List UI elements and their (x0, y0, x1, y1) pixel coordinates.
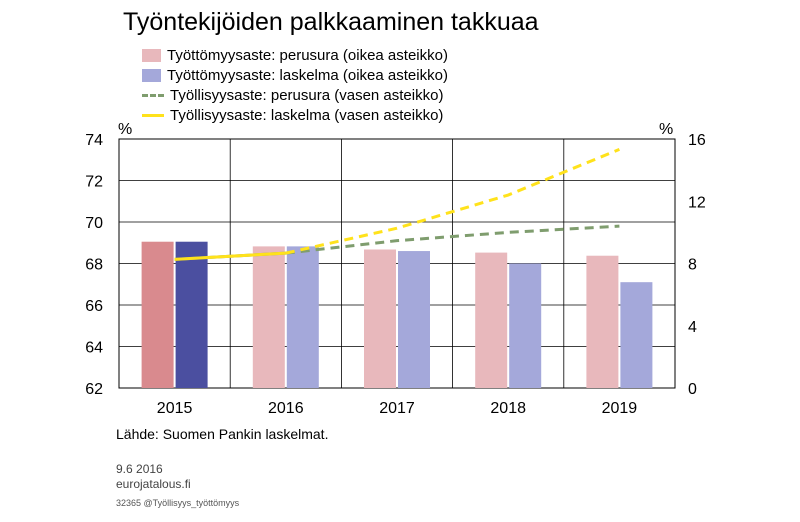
bar-unemployment-baseline (141, 241, 174, 388)
right-axis-tick-label: 12 (688, 194, 706, 211)
left-axis-tick-label: 68 (85, 257, 103, 274)
chart-title: Työntekijöiden palkkaaminen takkuaa (123, 8, 539, 36)
x-axis-tick-label: 2018 (490, 400, 526, 417)
left-axis-tick-label: 64 (85, 340, 103, 357)
right-axis-tick-label: 16 (688, 132, 706, 149)
bar-unemployment-scenario (509, 263, 542, 388)
x-axis-tick-label: 2015 (157, 400, 193, 417)
right-axis-unit: % (659, 121, 673, 138)
legend-item-employment-baseline: Työllisyysaste: perusura (vasen asteikko… (142, 85, 448, 105)
legend-label-unemployment-baseline: Työttömyysaste: perusura (oikea asteikko… (167, 46, 448, 64)
left-axis-tick-label: 72 (85, 174, 103, 191)
x-axis-tick-label: 2017 (379, 400, 415, 417)
site-name: eurojatalous.fi (116, 477, 191, 491)
legend-item-unemployment-baseline: Työttömyysaste: perusura (oikea asteikko… (142, 45, 448, 65)
legend-label-unemployment-scenario: Työttömyysaste: laskelma (oikea asteikko… (167, 66, 448, 84)
bar-unemployment-scenario (398, 251, 430, 388)
bar-unemployment-baseline (252, 246, 285, 388)
legend-item-unemployment-scenario: Työttömyysaste: laskelma (oikea asteikko… (142, 65, 448, 85)
left-axis-unit: % (118, 121, 132, 138)
bar-unemployment-baseline (586, 255, 619, 388)
chart-code: 32365 @Työllisyys_työttömyys (116, 498, 240, 508)
legend-label-employment-baseline: Työllisyysaste: perusura (vasen asteikko… (170, 86, 444, 104)
right-axis-tick-label: 4 (688, 319, 697, 336)
right-axis-tick-label: 0 (688, 381, 697, 398)
bar-unemployment-scenario (175, 241, 208, 388)
left-axis-tick-label: 74 (85, 132, 103, 149)
legend-swatch-unemployment-scenario (142, 68, 161, 82)
left-axis-tick-label: 62 (85, 381, 103, 398)
x-axis-tick-label: 2019 (602, 400, 638, 417)
bar-unemployment-scenario (286, 246, 319, 388)
legend-swatch-employment-scenario (142, 113, 164, 117)
publish-date: 9.6 2016 (116, 462, 163, 476)
line-employment-scenario-solid (174, 251, 286, 261)
line-employment-baseline-dashed (285, 224, 620, 255)
legend-swatch-unemployment-baseline (142, 48, 161, 62)
left-axis-tick-label: 70 (85, 215, 103, 232)
bar-unemployment-baseline (475, 252, 508, 388)
legend-item-employment-scenario: Työllisyysaste: laskelma (vasen asteikko… (142, 105, 448, 125)
bar-unemployment-baseline (364, 249, 396, 388)
legend-label-employment-scenario: Työllisyysaste: laskelma (vasen asteikko… (170, 106, 444, 124)
legend-swatch-employment-baseline (142, 93, 164, 97)
source-note: Lähde: Suomen Pankin laskelmat. (116, 426, 329, 442)
left-axis-tick-label: 66 (85, 298, 103, 315)
chart-legend: Työttömyysaste: perusura (oikea asteikko… (142, 45, 448, 125)
x-axis-tick-label: 2016 (268, 400, 304, 417)
right-axis-tick-label: 8 (688, 257, 697, 274)
line-employment-scenario-dashed (285, 147, 620, 255)
bar-unemployment-scenario (620, 282, 653, 388)
